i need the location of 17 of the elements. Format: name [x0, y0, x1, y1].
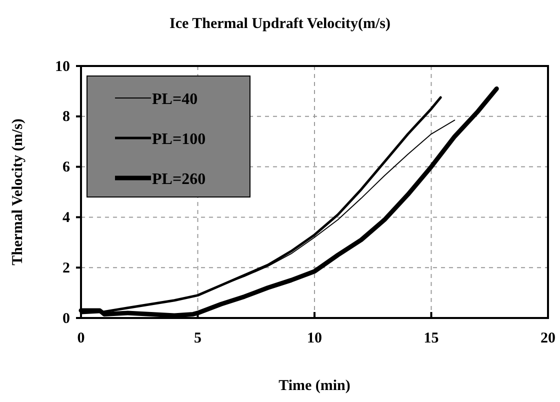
x-tick-label: 20 [540, 330, 556, 347]
y-tick-label: 10 [55, 58, 70, 75]
y-tick-label: 4 [62, 210, 70, 226]
y-axis-title: Thermal Velocity (m/s) [10, 118, 26, 266]
y-tick-label: 2 [62, 260, 70, 276]
y-tick-label: 6 [62, 160, 70, 176]
y-tick-label: 0 [62, 310, 70, 327]
x-axis-title: Time (min) [278, 378, 350, 394]
x-tick-label: 5 [194, 330, 202, 347]
x-tick-label: 15 [424, 330, 439, 347]
chart-title: Ice Thermal Updraft Velocity(m/s) [170, 16, 390, 32]
legend-label: PL=100 [152, 131, 206, 148]
x-tick-label: 0 [77, 330, 85, 347]
legend-label: PL=260 [152, 171, 206, 188]
y-tick-label: 8 [62, 109, 70, 126]
legend-label: PL=40 [152, 91, 198, 108]
x-tick-label: 10 [307, 330, 322, 347]
